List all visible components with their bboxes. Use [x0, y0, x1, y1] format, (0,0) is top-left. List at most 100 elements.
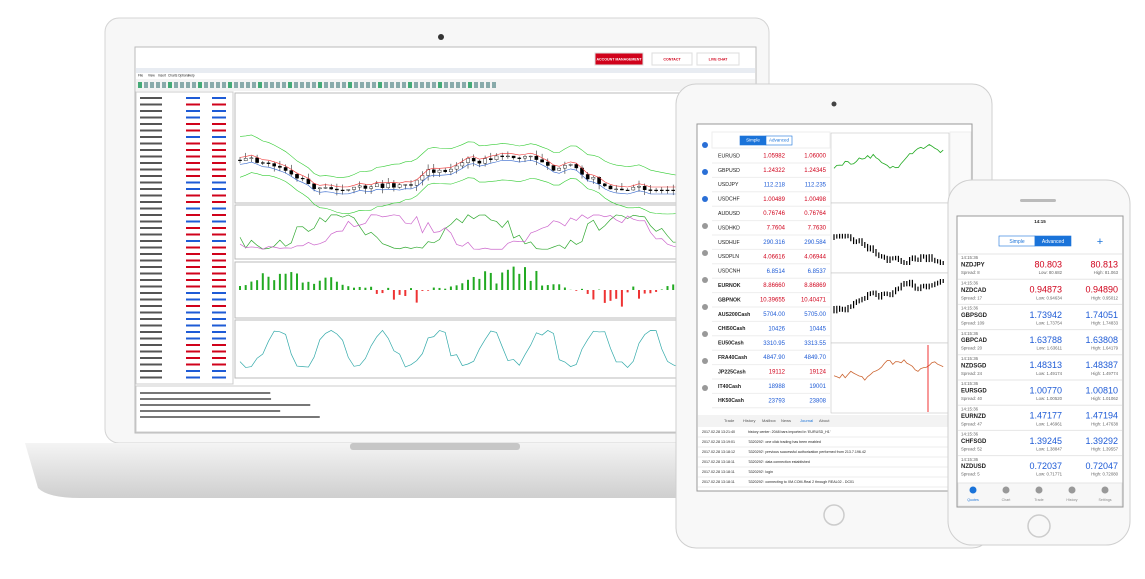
quote-ask: 290.584 [804, 240, 826, 246]
mw-symbol [140, 214, 162, 216]
candle-body [249, 157, 254, 159]
quote-bid: 10.39655 [760, 298, 786, 304]
quote-ask: 19001 [809, 384, 826, 390]
quote-time: 14:15:36 [961, 381, 979, 386]
nav-icon [1068, 486, 1076, 494]
toolbar-icon [180, 82, 184, 88]
mw-bid [186, 149, 200, 151]
mw-ask [212, 136, 226, 138]
mw-ask [212, 175, 226, 177]
quote-ask: 1.00498 [804, 197, 826, 203]
toolbar-icon [330, 82, 334, 88]
quote-symbol: AUS200Cash [718, 312, 750, 318]
nav-icon [1035, 486, 1043, 494]
toolbar-icon [438, 82, 442, 88]
laptop-base [25, 443, 790, 498]
toolbar-icon [144, 82, 148, 88]
quote-symbol: USDCHF [718, 197, 740, 203]
journal-message: '3320292': previous successful authoriza… [748, 450, 866, 454]
quote-low: Low: 0.94634 [1036, 295, 1062, 300]
quote-symbol: NZDUSD [961, 464, 987, 470]
toolbar-icon [258, 82, 262, 88]
menu-item: File [138, 73, 143, 77]
mw-bid [186, 123, 200, 125]
toolbar-icon [300, 82, 304, 88]
mw-ask [212, 181, 226, 184]
mw-bid [186, 331, 200, 333]
mw-ask [212, 116, 226, 119]
side-icon [702, 277, 708, 283]
quote-symbol: USDPLN [718, 254, 739, 260]
toolbar-icon [480, 82, 484, 88]
toolbar-icon [420, 82, 424, 88]
quote-symbol: CHFSGD [961, 439, 987, 445]
journal-message: '3320292': login [748, 470, 773, 474]
mw-bid [186, 136, 200, 138]
mw-symbol [140, 201, 162, 203]
journal-time: 2017.02.28 13:18:12 [702, 450, 735, 454]
quote-bid: 1.73942 [1029, 310, 1062, 320]
mw-ask [212, 201, 226, 203]
mw-bid [186, 305, 200, 307]
mw-bid [186, 285, 200, 288]
candle-body [608, 185, 613, 190]
candle-body [546, 161, 550, 166]
mw-symbol [140, 376, 162, 379]
menu-item: Insert [158, 73, 166, 77]
mw-bid [186, 220, 200, 223]
header-button [696, 52, 740, 66]
toolbar-icon [324, 82, 328, 88]
quote-bid: 1.00770 [1029, 385, 1062, 395]
mw-bid [186, 168, 200, 171]
toolbar-icon [240, 82, 244, 88]
terminal-row [140, 416, 320, 418]
quote-ask: 0.94890 [1085, 285, 1118, 295]
mw-symbol [140, 363, 162, 366]
indicator-line [239, 152, 748, 188]
quote-bid: 1.05982 [763, 154, 785, 160]
toolbar-icon [474, 82, 478, 88]
quote-ask: 1.00810 [1085, 385, 1118, 395]
mw-ask [212, 103, 226, 106]
tab-label: Simple [746, 138, 760, 143]
candle-body [471, 158, 476, 162]
toolbar-icon [336, 82, 340, 88]
mw-symbol [140, 220, 162, 223]
side-icon [702, 358, 708, 364]
nav-icon [1002, 486, 1010, 494]
tab-label: Simple [1009, 239, 1025, 245]
mw-ask [212, 285, 226, 288]
quote-symbol: GBPSGD [961, 313, 988, 319]
journal-time: 2017.02.28 13:18:11 [702, 470, 735, 474]
toolbar-icon [492, 82, 496, 88]
quote-bid: 1.63788 [1029, 335, 1062, 345]
candle-body [477, 160, 482, 164]
toolbar-icon [270, 82, 274, 88]
mw-bid [186, 207, 200, 210]
candle-body [380, 183, 385, 188]
mw-bid [186, 233, 200, 236]
quote-bid: 1.48313 [1029, 360, 1062, 370]
toolbar-icon [444, 82, 448, 88]
toolbar-icon [396, 82, 400, 88]
mw-bid [186, 240, 200, 242]
mw-ask [212, 266, 226, 268]
mw-symbol [140, 136, 162, 138]
indicator-line [239, 172, 748, 215]
journal-message: '3320292': data connection established [748, 460, 810, 464]
mw-bid [186, 188, 200, 190]
mw-symbol [140, 285, 162, 288]
candle-body [642, 186, 647, 191]
quote-symbol: GBPNOK [718, 297, 741, 303]
terminal-row [140, 392, 271, 394]
quote-bid: 18988 [768, 384, 785, 390]
candle-body [397, 184, 402, 188]
candle-body [665, 189, 670, 192]
candle-body [432, 169, 436, 173]
quote-time: 14:15:36 [961, 306, 979, 311]
quote-bid: 4.06616 [763, 254, 785, 260]
candle-body [614, 188, 618, 190]
nav-icon [1101, 486, 1109, 494]
side-icon [702, 250, 708, 256]
toolbar-icon [162, 82, 166, 88]
